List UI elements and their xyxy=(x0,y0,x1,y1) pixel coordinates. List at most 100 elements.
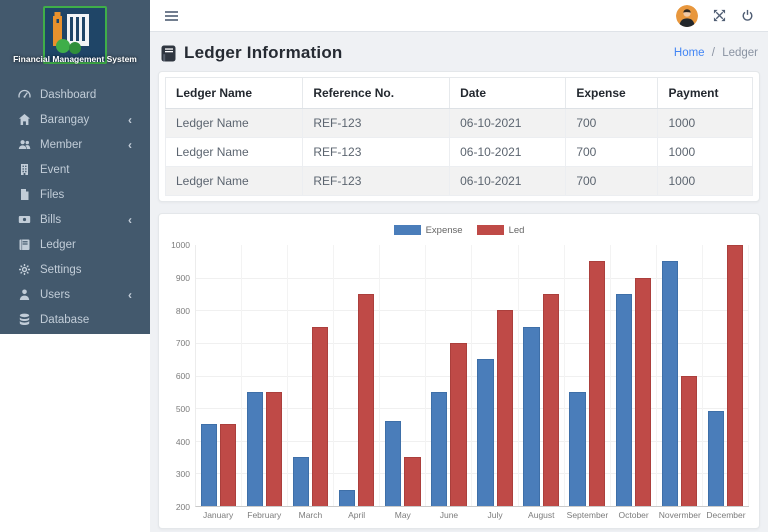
sidebar-item-dashboard[interactable]: Dashboard xyxy=(0,82,150,107)
y-axis-tick-label: 600 xyxy=(175,371,190,381)
bar-led[interactable] xyxy=(312,326,329,506)
sidebar-item-label: Event xyxy=(40,163,70,176)
table-cell: Ledger Name xyxy=(164,166,304,196)
table-cell: 1000 xyxy=(657,108,753,138)
sidebar-item-event[interactable]: Event xyxy=(0,157,150,182)
column-header: Expense xyxy=(565,77,659,109)
bar-expense[interactable] xyxy=(431,391,448,506)
bar-expense[interactable] xyxy=(200,424,218,506)
x-axis-tick-label: August xyxy=(528,510,555,520)
bar-led[interactable] xyxy=(634,277,651,506)
book-icon xyxy=(17,238,31,251)
app-logo-image xyxy=(43,6,107,64)
sidebar-item-settings[interactable]: Settings xyxy=(0,257,150,282)
legend-item-expense[interactable]: Expense xyxy=(393,223,463,237)
legend-item-led[interactable]: Led xyxy=(476,223,524,237)
bar-expense[interactable] xyxy=(339,489,356,506)
x-axis-tick-label: December xyxy=(706,510,746,520)
fullscreen-expand-icon[interactable] xyxy=(713,9,726,22)
y-axis-tick-label: 700 xyxy=(175,338,190,349)
hamburger-menu-icon[interactable] xyxy=(164,10,179,22)
ledger-table-card: Ledger Name Reference No. Date Expense Payme… xyxy=(158,71,760,202)
page-title-text: Ledger Information xyxy=(184,43,343,62)
bar-led[interactable] xyxy=(450,342,467,506)
table-row: Ledger Name REF-123 06-10-2021 700 1000 xyxy=(164,166,753,196)
bar-expense[interactable] xyxy=(569,391,586,506)
bar-led[interactable] xyxy=(266,391,283,506)
speedometer-icon xyxy=(17,88,31,101)
sidebar-item-label: Barangay xyxy=(40,113,90,126)
ledger-table: Ledger Name Reference No. Date Expense Payme… xyxy=(164,77,753,196)
sidebar-item-bills[interactable]: Bills ‹ xyxy=(0,207,150,232)
table-row: Ledger Name REF-123 06-10-2021 700 1000 xyxy=(164,137,753,167)
table-cell: 700 xyxy=(565,166,659,196)
app-logo[interactable]: Financial Management System xyxy=(0,6,150,70)
sidebar-item-barangay[interactable]: Barangay ‹ xyxy=(0,107,150,132)
breadcrumb-home-link[interactable]: Home xyxy=(673,47,705,59)
sidebar-menu: Dashboard Barangay ‹ Member ‹ Event Files Bills… xyxy=(0,70,150,332)
bar-expense[interactable] xyxy=(477,359,494,506)
gridline xyxy=(196,408,749,410)
y-axis-tick-label: 200 xyxy=(175,502,190,512)
bar-group-august xyxy=(519,245,565,506)
gridline xyxy=(196,375,749,377)
x-axis-tick-label: March xyxy=(298,510,323,520)
bar-expense[interactable] xyxy=(246,391,264,506)
ledger-book-icon xyxy=(161,45,176,61)
table-cell: 06-10-2021 xyxy=(449,166,567,196)
table-header-row: Ledger Name Reference No. Date Expense Payme… xyxy=(164,77,753,109)
bar-led[interactable] xyxy=(358,293,375,506)
table-cell: 1000 xyxy=(657,137,753,167)
bar-expense[interactable] xyxy=(661,261,678,506)
chart-legend: Expense Led xyxy=(169,223,749,237)
chevron-left-icon: ‹ xyxy=(128,212,132,227)
sidebar-item-member[interactable]: Member ‹ xyxy=(0,132,150,157)
gridline xyxy=(196,310,749,312)
bar-led[interactable] xyxy=(588,261,605,506)
bar-expense[interactable] xyxy=(707,411,724,506)
x-axis-tick-label: September xyxy=(566,510,609,520)
topbar xyxy=(150,0,768,32)
bar-expense[interactable] xyxy=(523,326,540,506)
ledger-chart-card: Expense Led 1000 900 800 700 600 500 400 300 200 … xyxy=(158,213,760,529)
bar-group-may xyxy=(380,245,427,506)
table-cell: 700 xyxy=(565,108,659,138)
sidebar-item-label: Database xyxy=(40,313,90,326)
sidebar-item-label: Ledger xyxy=(40,238,76,251)
user-icon xyxy=(17,288,31,301)
bar-expense[interactable] xyxy=(292,457,310,506)
page-header: Ledger Information Home / Ledger xyxy=(158,32,760,71)
database-icon xyxy=(17,313,31,326)
chart-plot xyxy=(195,245,749,507)
sidebar-item-ledger[interactable]: Ledger xyxy=(0,232,150,257)
sidebar-item-users[interactable]: Users ‹ xyxy=(0,282,150,307)
table-body: Ledger Name REF-123 06-10-2021 700 1000 Ledge… xyxy=(164,108,753,196)
bar-led[interactable] xyxy=(404,457,421,506)
chevron-left-icon: ‹ xyxy=(128,287,132,302)
column-header: Ledger Name xyxy=(164,77,304,109)
gridline xyxy=(196,342,749,344)
bar-led[interactable] xyxy=(496,310,513,506)
x-axis-tick-label: June xyxy=(439,510,459,520)
bar-led[interactable] xyxy=(542,293,559,506)
bar-led[interactable] xyxy=(726,245,744,506)
user-avatar[interactable] xyxy=(676,4,698,27)
gridline xyxy=(196,277,749,279)
bar-led[interactable] xyxy=(220,424,237,506)
bar-led[interactable] xyxy=(680,375,698,506)
power-icon[interactable] xyxy=(741,9,754,22)
table-cell: 06-10-2021 xyxy=(449,108,567,138)
sidebar-item-database[interactable]: Database xyxy=(0,307,150,332)
sidebar-item-files[interactable]: Files xyxy=(0,182,150,207)
bar-expense[interactable] xyxy=(615,293,632,506)
bar-group-february xyxy=(242,245,289,506)
legend-swatch xyxy=(476,225,504,235)
chart-y-axis: 1000 900 800 700 600 500 400 300 200 xyxy=(169,240,195,512)
app-logo-title: Financial Management System xyxy=(13,54,137,65)
legend-label: Expense xyxy=(425,224,463,236)
table-cell: 06-10-2021 xyxy=(449,137,567,167)
chevron-left-icon: ‹ xyxy=(128,137,132,152)
bar-expense[interactable] xyxy=(385,421,402,506)
sidebar-item-label: Member xyxy=(40,138,83,151)
